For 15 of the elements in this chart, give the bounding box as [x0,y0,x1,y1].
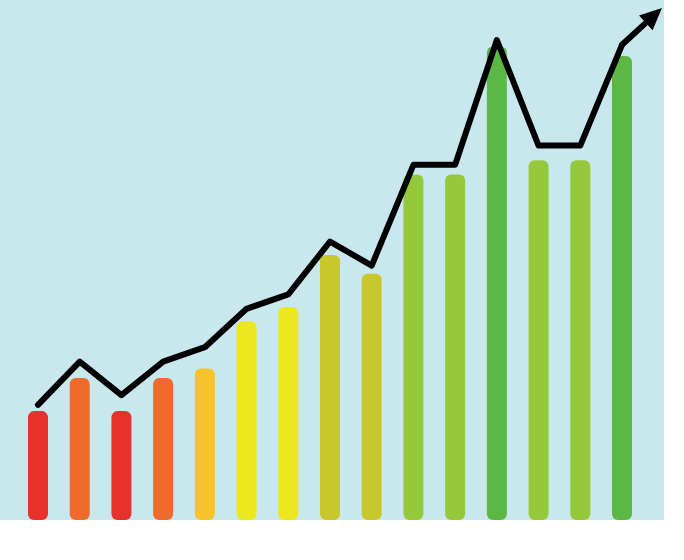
bar [28,411,48,520]
bar [236,321,257,520]
bar [570,160,591,520]
bar [320,254,340,520]
bar [445,174,466,520]
bar [486,46,507,520]
bar [278,306,299,520]
bar [612,56,632,520]
bar [69,377,90,520]
bar [153,377,174,520]
bar [194,368,215,520]
bar [528,160,549,520]
bar [111,411,132,520]
bar [361,273,382,520]
bar [403,174,424,520]
